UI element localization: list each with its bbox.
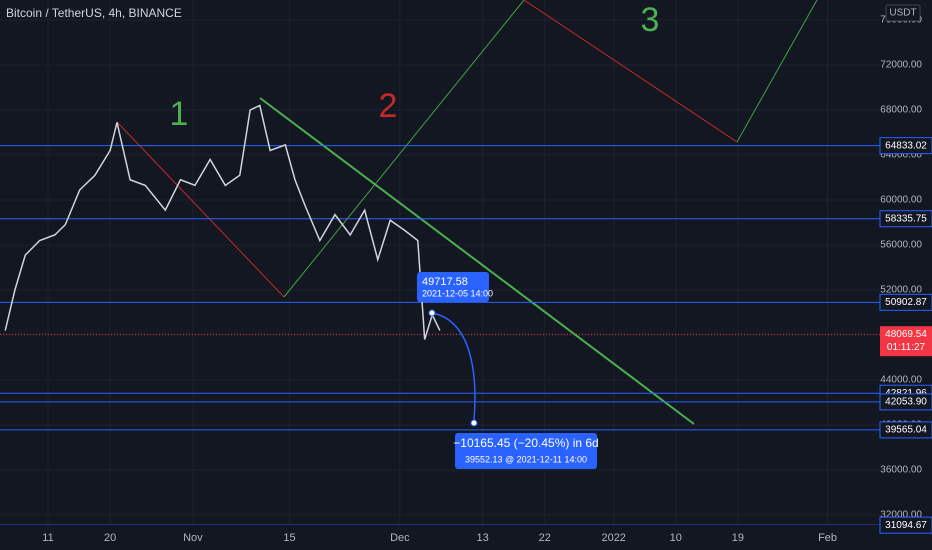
wave-label: 1 [170, 95, 189, 133]
currency: USDT [889, 8, 916, 19]
trend-line [523, 0, 738, 143]
y-tick-label: 64000.00 [880, 150, 922, 161]
currency-box [885, 4, 921, 22]
y-tick-label: 60000.00 [880, 195, 922, 206]
level-label: 31094.67 [885, 520, 927, 531]
trend-line [736, 0, 818, 143]
y-tick-label: 52000.00 [880, 285, 922, 296]
level-tag [879, 393, 932, 411]
y-tick-label: 72000.00 [880, 60, 922, 71]
x-tick-label: 22 [539, 532, 551, 544]
x-tick-label: Feb [818, 532, 837, 544]
plot [4, 104, 441, 340]
x-tick-label: 2022 [601, 532, 625, 544]
x-tick-label: Nov [183, 532, 203, 544]
last-price-tag [880, 326, 932, 357]
x-tick-label: Dec [390, 532, 410, 544]
measure: 49717.58 2021-12-05 14:00 −10165.45 (−20… [417, 272, 599, 469]
level-label: 58335.75 [885, 213, 927, 224]
measure-time: 2021-12-05 14:00 [422, 288, 493, 298]
measure-change: −10165.45 (−20.45%) in 6d [453, 436, 598, 450]
time-axis [0, 525, 932, 550]
y-tick-label: 68000.00 [880, 105, 922, 116]
x-tick-label: 19 [732, 532, 744, 544]
axes: 32000.0036000.0040000.0044000.0048000.00… [42, 15, 932, 544]
x-tick-label: 11 [42, 532, 53, 544]
level-tag [879, 137, 932, 155]
measure-point [470, 419, 478, 427]
wave-label: 2 [379, 87, 398, 125]
level-tag [879, 293, 932, 311]
measure-price: 49717.58 [422, 276, 468, 288]
drawings: 1 2 3 [116, 0, 818, 425]
levels [0, 145, 880, 526]
wave-label: 3 [641, 1, 660, 39]
level-tag [879, 210, 932, 228]
level-tag [879, 516, 932, 534]
trend-line [283, 0, 525, 298]
countdown: 01:11:27 [887, 342, 926, 353]
level-label: 50902.87 [885, 297, 927, 308]
y-tick-label: 36000.00 [880, 465, 922, 476]
x-tick-label: 10 [670, 532, 682, 544]
measure-box [417, 272, 489, 302]
level-tag [879, 421, 932, 439]
measure-end: 39552.13 @ 2021-12-11 14:00 [465, 454, 587, 464]
last-price-label: 48069.54 [885, 329, 927, 340]
x-tick-label: 20 [104, 532, 116, 544]
x-tick-label: 15 [283, 532, 295, 544]
level-label: 39565.04 [885, 425, 927, 436]
y-tick-label: 56000.00 [880, 240, 922, 251]
measure-point [428, 309, 436, 317]
measure-arrow [431, 312, 476, 421]
price-line [4, 104, 441, 340]
level-label: 64833.02 [885, 140, 927, 151]
trend-line [116, 121, 285, 298]
x-tick-label: 13 [477, 532, 489, 544]
y-tick-label: 44000.00 [880, 375, 922, 386]
grid [0, 0, 880, 525]
price-axis [880, 0, 932, 550]
chart-title: Bitcoin / TetherUS, 4h, BINANCE [6, 6, 182, 20]
measure-box [455, 433, 597, 469]
y-tick-label: 32000.00 [880, 510, 922, 521]
level-label: 42053.90 [885, 397, 927, 408]
trend-line [259, 97, 695, 425]
